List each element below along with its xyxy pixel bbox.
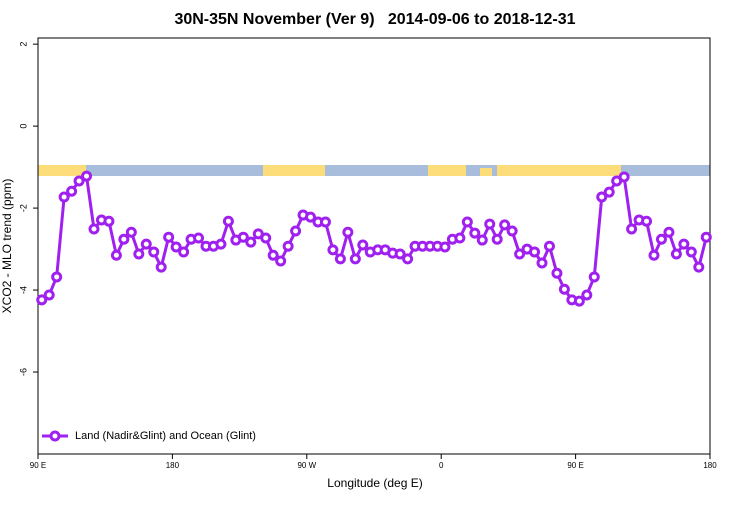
- data-point: [81, 170, 93, 182]
- data-point: [43, 289, 55, 301]
- data-point: [290, 225, 302, 237]
- data-point: [514, 248, 526, 260]
- data-point: [245, 236, 257, 248]
- data-point: [484, 218, 496, 230]
- data-point: [275, 255, 287, 267]
- data-point: [140, 238, 152, 250]
- data-point: [319, 216, 331, 228]
- x-tick-label: 90 E: [567, 461, 583, 470]
- data-point: [551, 267, 563, 279]
- data-point: [394, 248, 406, 260]
- x-tick-label: 0: [439, 461, 444, 470]
- data-point: [349, 253, 361, 265]
- data-point: [58, 191, 70, 203]
- data-point: [305, 211, 317, 223]
- x-tick-label: 90 W: [297, 461, 316, 470]
- y-axis-label: XCO2 - MLO trend (ppm): [0, 179, 14, 314]
- data-point: [178, 246, 190, 258]
- data-point: [222, 215, 234, 227]
- data-point: [626, 223, 638, 235]
- data-point: [543, 240, 555, 252]
- data-point: [685, 246, 697, 258]
- data-point: [641, 215, 653, 227]
- data-point: [558, 283, 570, 295]
- data-point: [110, 249, 122, 261]
- data-point: [693, 261, 705, 273]
- data-point: [267, 249, 279, 261]
- data-point: [402, 253, 414, 265]
- data-point: [170, 241, 182, 253]
- data-point: [357, 239, 369, 251]
- data-point: [327, 244, 339, 256]
- data-point: [155, 261, 167, 273]
- y-tick-label: 2: [18, 42, 28, 47]
- y-tick-label: 0: [18, 124, 28, 129]
- legend: Land (Nadir&Glint) and Ocean (Glint): [42, 430, 256, 442]
- y-tick-label: -2: [18, 204, 28, 212]
- y-tick-label: -6: [18, 368, 28, 376]
- data-point: [655, 233, 667, 245]
- data-point: [670, 248, 682, 260]
- data-point: [148, 246, 160, 258]
- x-tick-label: 90 E: [30, 461, 46, 470]
- data-point: [118, 233, 130, 245]
- legend-label: Land (Nadir&Glint) and Ocean (Glint): [75, 430, 256, 442]
- data-point: [133, 248, 145, 260]
- data-point: [439, 241, 451, 253]
- data-point: [88, 223, 100, 235]
- x-axis-label: Longitude (deg E): [327, 476, 422, 490]
- x-tick-label: 180: [166, 461, 180, 470]
- data-point: [491, 233, 503, 245]
- data-point: [282, 240, 294, 252]
- data-point: [603, 186, 615, 198]
- data-point: [529, 246, 541, 258]
- data-point: [66, 185, 78, 197]
- data-point: [663, 226, 675, 238]
- data-point: [536, 257, 548, 269]
- data-point: [163, 231, 175, 243]
- data-point: [51, 271, 63, 283]
- data-point: [573, 295, 585, 307]
- data-point: [454, 232, 466, 244]
- data-point: [581, 289, 593, 301]
- data-point: [648, 249, 660, 261]
- data-point: [125, 226, 137, 238]
- data-point: [506, 225, 518, 237]
- data-point: [618, 171, 630, 183]
- data-point: [73, 175, 85, 187]
- data-point: [476, 234, 488, 246]
- data-point: [342, 226, 354, 238]
- plot-frame: [37, 37, 711, 455]
- data-point: [215, 238, 227, 250]
- data-point: [499, 219, 511, 231]
- x-tick-label: 180: [703, 461, 717, 470]
- data-point: [103, 215, 115, 227]
- land-ocean-band: [38, 165, 710, 176]
- data-point: [588, 271, 600, 283]
- data-point: [700, 231, 712, 243]
- y-tick-label: -4: [18, 286, 28, 294]
- data-point: [596, 191, 608, 203]
- legend-marker: [49, 430, 61, 442]
- data-point: [260, 232, 272, 244]
- data-point: [469, 227, 481, 239]
- data-point: [461, 216, 473, 228]
- data-point: [237, 231, 249, 243]
- data-point: [334, 253, 346, 265]
- data-point: [678, 238, 690, 250]
- data-point: [193, 232, 205, 244]
- data-point: [36, 294, 48, 306]
- chart-title: 30N-35N November (Ver 9) 2014-09-06 to 2…: [174, 11, 575, 28]
